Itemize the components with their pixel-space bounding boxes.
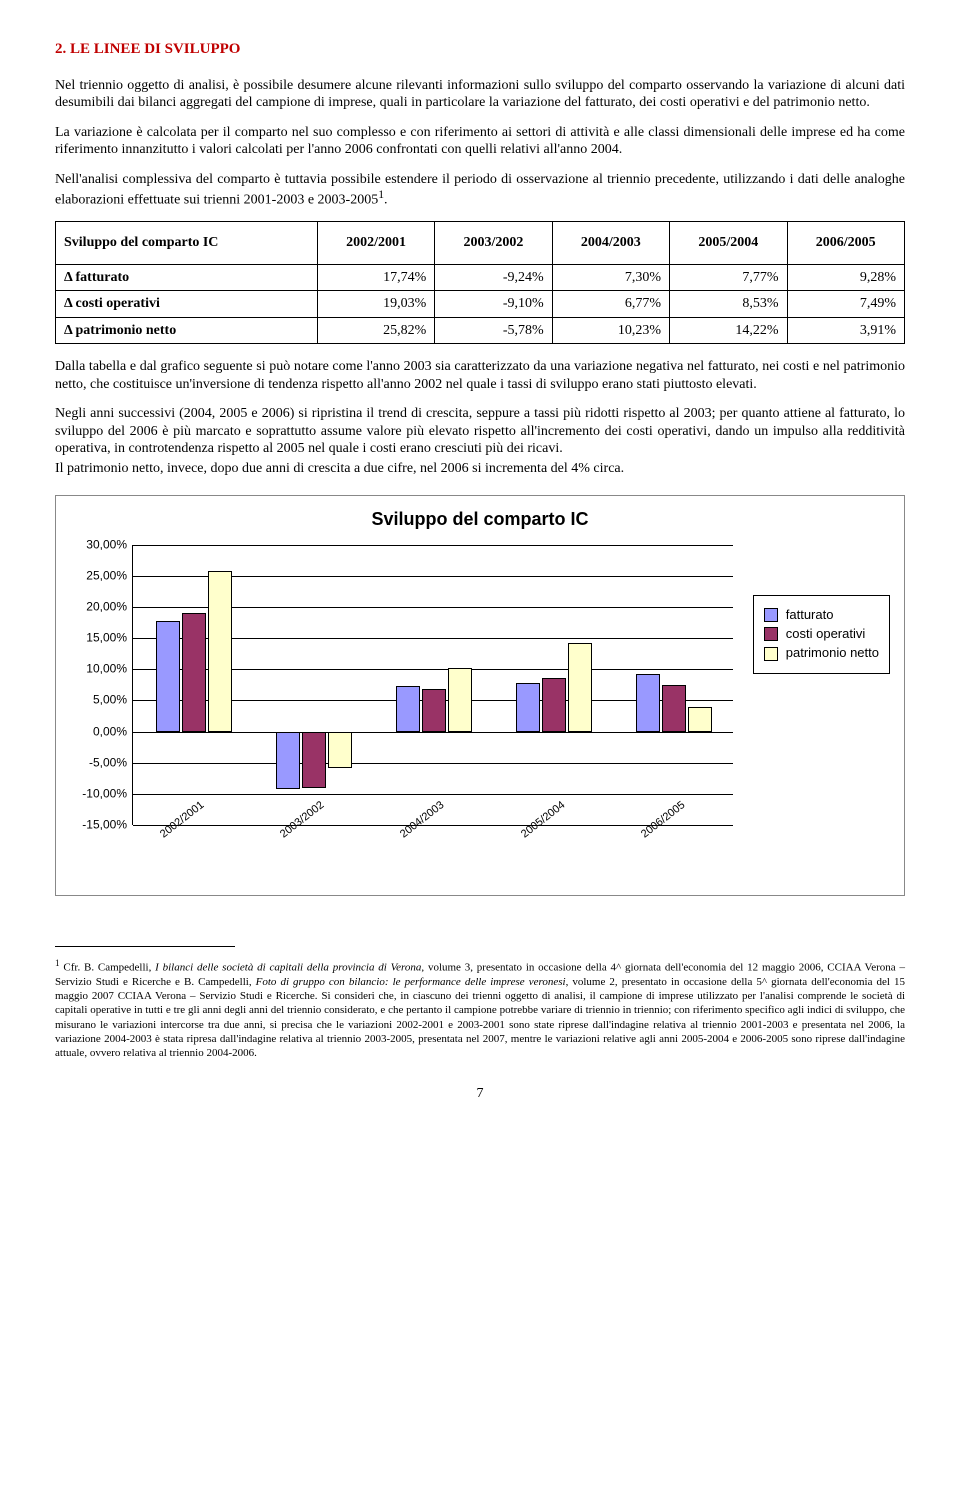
bar	[516, 683, 540, 731]
cell: 14,22%	[670, 317, 787, 344]
legend-swatch	[764, 608, 778, 622]
table-header: 2002/2001	[317, 222, 434, 265]
bar	[662, 685, 686, 732]
cell: 9,28%	[787, 264, 905, 291]
footnote-italic: I bilanci delle società di capitali dell…	[155, 962, 421, 974]
cell: 7,77%	[670, 264, 787, 291]
table-row: Δ costi operativi 19,03% -9,10% 6,77% 8,…	[56, 291, 905, 318]
cell: 19,03%	[317, 291, 434, 318]
paragraph: Il patrimonio netto, invece, dopo due an…	[55, 460, 905, 478]
page-number: 7	[55, 1085, 905, 1103]
paragraph: Negli anni successivi (2004, 2005 e 2006…	[55, 405, 905, 458]
cell: 6,77%	[552, 291, 669, 318]
chart-container: Sviluppo del comparto IC 30,00%25,00%20,…	[55, 495, 905, 896]
cell: 25,82%	[317, 317, 434, 344]
bar	[182, 613, 206, 731]
cell: -9,24%	[435, 264, 552, 291]
paragraph: Nell'analisi complessiva del comparto è …	[55, 171, 905, 210]
cell: -9,10%	[435, 291, 552, 318]
y-axis-label: -15,00%	[71, 817, 127, 832]
y-axis-label: 30,00%	[71, 537, 127, 552]
legend-label: costi operativi	[786, 626, 865, 642]
bar	[328, 732, 352, 768]
bar	[208, 571, 232, 732]
table-header: 2004/2003	[552, 222, 669, 265]
sviluppo-table: Sviluppo del comparto IC 2002/2001 2003/…	[55, 221, 905, 344]
legend-swatch	[764, 647, 778, 661]
chart-title: Sviluppo del comparto IC	[70, 508, 890, 531]
row-label: Δ costi operativi	[56, 291, 318, 318]
table-header: 2003/2002	[435, 222, 552, 265]
bar	[448, 668, 472, 732]
bar	[542, 678, 566, 731]
table-row: Δ patrimonio netto 25,82% -5,78% 10,23% …	[56, 317, 905, 344]
bar-group	[613, 545, 733, 825]
row-label: Δ fatturato	[56, 264, 318, 291]
cell: 17,74%	[317, 264, 434, 291]
bar	[422, 689, 446, 731]
cell: -5,78%	[435, 317, 552, 344]
paragraph: La variazione è calcolata per il compart…	[55, 124, 905, 159]
chart-plot: 30,00%25,00%20,00%15,00%10,00%5,00%0,00%…	[132, 545, 733, 825]
y-axis-label: -5,00%	[71, 755, 127, 770]
y-axis-label: 10,00%	[71, 662, 127, 677]
y-axis-label: 0,00%	[71, 724, 127, 739]
bar-group	[373, 545, 493, 825]
legend-item: fatturato	[764, 607, 879, 623]
cell: 3,91%	[787, 317, 905, 344]
table-header: 2006/2005	[787, 222, 905, 265]
paragraph: Dalla tabella e dal grafico seguente si …	[55, 358, 905, 393]
table-header: Sviluppo del comparto IC	[56, 222, 318, 265]
legend-item: patrimonio netto	[764, 645, 879, 661]
footnote: 1 Cfr. B. Campedelli, I bilanci delle so…	[55, 958, 905, 1061]
paragraph: Nel triennio oggetto di analisi, è possi…	[55, 77, 905, 112]
footnote-italic: Foto di gruppo con bilancio: le performa…	[256, 976, 566, 988]
y-axis-label: -10,00%	[71, 786, 127, 801]
table-header-row: Sviluppo del comparto IC 2002/2001 2003/…	[56, 222, 905, 265]
bar-group	[253, 545, 373, 825]
cell: 7,30%	[552, 264, 669, 291]
table-row: Δ fatturato 17,74% -9,24% 7,30% 7,77% 9,…	[56, 264, 905, 291]
bar	[568, 643, 592, 731]
legend-swatch	[764, 627, 778, 641]
bar	[302, 732, 326, 789]
chart-legend: fatturato costi operativi patrimonio netto	[753, 595, 890, 674]
section-title: 2. LE LINEE DI SVILUPPO	[55, 40, 905, 59]
bar	[636, 674, 660, 732]
bar-group	[493, 545, 613, 825]
paragraph-text: .	[384, 193, 388, 208]
legend-item: costi operativi	[764, 626, 879, 642]
row-label: Δ patrimonio netto	[56, 317, 318, 344]
y-axis-label: 20,00%	[71, 600, 127, 615]
footnote-text: Cfr. B. Campedelli,	[60, 962, 156, 974]
bar	[688, 707, 712, 731]
bar	[276, 732, 300, 789]
bar	[396, 686, 420, 731]
footnote-separator	[55, 946, 235, 947]
y-axis-label: 15,00%	[71, 631, 127, 646]
footnote-text: , volume 2, presentato in occasione dell…	[55, 976, 905, 1059]
cell: 7,49%	[787, 291, 905, 318]
bar-group	[133, 545, 253, 825]
table-header: 2005/2004	[670, 222, 787, 265]
y-axis-label: 5,00%	[71, 693, 127, 708]
paragraph-text: Nell'analisi complessiva del comparto è …	[55, 172, 905, 208]
legend-label: fatturato	[786, 607, 834, 623]
y-axis-label: 25,00%	[71, 569, 127, 584]
cell: 10,23%	[552, 317, 669, 344]
legend-label: patrimonio netto	[786, 645, 879, 661]
cell: 8,53%	[670, 291, 787, 318]
bar	[156, 621, 180, 731]
